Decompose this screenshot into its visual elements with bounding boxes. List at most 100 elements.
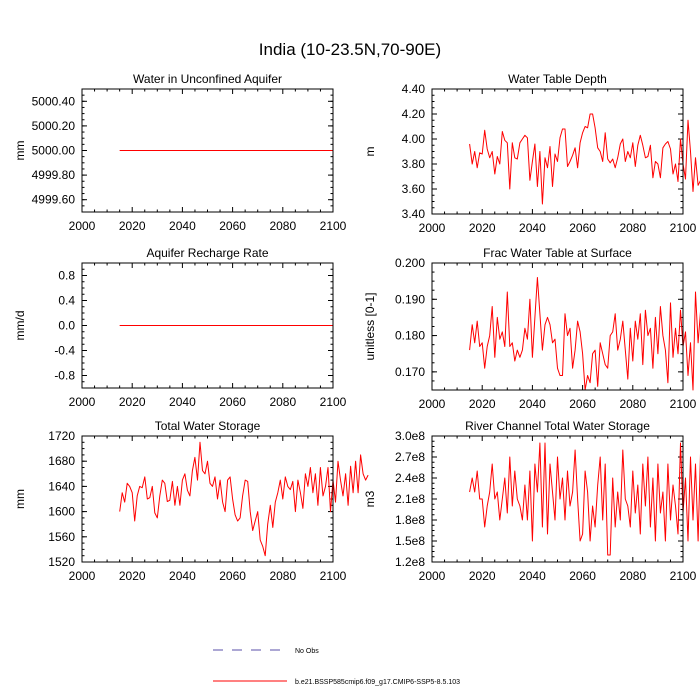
y-tick-label: 4.40	[402, 82, 426, 96]
x-tick-label: 2040	[169, 569, 196, 583]
y-axis-label: unitless [0-1]	[363, 292, 377, 360]
x-tick-label: 2060	[569, 397, 596, 411]
plot-frame	[81, 262, 334, 389]
x-tick-label: 2040	[519, 569, 546, 583]
y-axis-label: m	[363, 147, 377, 157]
x-tick-label: 2000	[69, 569, 96, 583]
x-tick-label: 2100	[320, 395, 347, 409]
y-tick-label: 4.20	[402, 107, 426, 121]
plot-frame	[81, 435, 334, 563]
x-tick-label: 2000	[69, 219, 96, 233]
x-tick-label: 2060	[569, 221, 596, 235]
y-tick-label: 0.180	[395, 329, 425, 343]
panel-title: Aquifer Recharge Rate	[146, 246, 268, 260]
y-tick-label: 4999.60	[32, 193, 76, 207]
panel-title: Total Water Storage	[155, 419, 261, 433]
legend-obs-label: No Obs	[295, 648, 319, 655]
y-axis-label: mm/d	[13, 311, 27, 341]
panel-frac-water-table-at-surface: Frac Water Table at Surface 2000 2020 2040 2…	[363, 246, 700, 411]
x-tick-label: 2080	[619, 397, 646, 411]
x-tick-label: 2020	[469, 569, 496, 583]
x-tick-label: 2100	[320, 569, 347, 583]
y-tick-label: 1.5e8	[395, 534, 425, 548]
panel-river-channel-total-water-storage: River Channel Total Water Storage 2000 202…	[363, 419, 700, 583]
x-tick-label: 2000	[419, 397, 446, 411]
x-tick-label: 2000	[419, 569, 446, 583]
y-tick-label: 2.1e8	[395, 492, 425, 506]
y-tick-label: 1.2e8	[395, 555, 425, 569]
y-tick-label: 1520	[48, 555, 75, 569]
panel-title: Frac Water Table at Surface	[483, 246, 632, 260]
plot-frame	[431, 88, 684, 215]
y-tick-label: 4.00	[402, 132, 426, 146]
plot-frame	[431, 262, 684, 391]
x-tick-label: 2000	[69, 395, 96, 409]
x-tick-label: 2040	[519, 221, 546, 235]
plot-frame	[81, 88, 334, 213]
x-tick-label: 2000	[419, 221, 446, 235]
x-tick-label: 2080	[269, 569, 296, 583]
x-tick-label: 2040	[169, 219, 196, 233]
series-line	[469, 277, 700, 391]
y-tick-label: 5000.00	[32, 144, 76, 158]
series-line	[469, 113, 700, 205]
x-tick-label: 2020	[469, 397, 496, 411]
series-line	[469, 442, 700, 556]
plot-frame	[431, 435, 684, 563]
x-tick-label: 2040	[169, 395, 196, 409]
panel-total-water-storage: Total Water Storage 2000 2020 2040 2060 2080 2…	[13, 419, 369, 583]
x-tick-label: 2040	[519, 397, 546, 411]
y-tick-label: 3.0e8	[395, 429, 425, 443]
y-tick-label: 1720	[48, 429, 75, 443]
x-tick-label: 2080	[619, 569, 646, 583]
y-tick-label: 0.200	[395, 256, 425, 270]
x-tick-label: 2020	[119, 395, 146, 409]
y-tick-label: 0.170	[395, 365, 425, 379]
y-tick-label: 5000.40	[32, 94, 76, 108]
figure-title: India (10-23.5N,70-90E)	[259, 40, 441, 59]
y-tick-label: 1560	[48, 530, 75, 544]
y-tick-label: 4999.80	[32, 168, 76, 182]
x-tick-label: 2020	[469, 221, 496, 235]
legend: No Obs b.e21.BSSP585cmip6.f09_g17.CMIP6-…	[213, 648, 460, 686]
x-tick-label: 2060	[219, 219, 246, 233]
x-tick-label: 2080	[269, 219, 296, 233]
panel-title: River Channel Total Water Storage	[465, 419, 650, 433]
x-tick-label: 2100	[670, 569, 697, 583]
panels: Water in Unconfined Aquifer 2000 2020 2040 2…	[13, 72, 700, 583]
legend-model-label: b.e21.BSSP585cmip6.f09_g17.CMIP6-SSP5-8.…	[295, 679, 460, 686]
x-tick-label: 2100	[670, 221, 697, 235]
x-tick-label: 2060	[219, 395, 246, 409]
x-tick-label: 2060	[569, 569, 596, 583]
y-tick-label: 3.60	[402, 182, 426, 196]
y-tick-label: 3.80	[402, 157, 426, 171]
x-tick-label: 2080	[619, 221, 646, 235]
x-tick-label: 2080	[269, 395, 296, 409]
panel-aquifer-recharge-rate: Aquifer Recharge Rate 2000 2020 2040 2060 208…	[13, 246, 347, 409]
series-line	[119, 441, 369, 557]
y-tick-label: 1600	[48, 505, 75, 519]
panel-water-in-unconfined-aquifer: Water in Unconfined Aquifer 2000 2020 2040 2…	[13, 72, 347, 233]
y-tick-label: 1680	[48, 454, 75, 468]
y-tick-label: 2.7e8	[395, 450, 425, 464]
y-tick-label: -0.8	[54, 369, 75, 383]
y-tick-label: 0.190	[395, 292, 425, 306]
x-tick-label: 2020	[119, 219, 146, 233]
x-tick-label: 2020	[119, 569, 146, 583]
x-tick-label: 2060	[219, 569, 246, 583]
y-tick-label: 3.40	[402, 207, 426, 221]
x-tick-label: 2100	[670, 397, 697, 411]
y-tick-label: 5000.20	[32, 119, 76, 133]
y-tick-label: 0.0	[58, 319, 75, 333]
y-axis-label: mm	[13, 489, 27, 509]
y-tick-label: 0.8	[58, 269, 75, 283]
panel-water-table-depth: Water Table Depth 2000 2020 2040 2060 2080 210…	[363, 72, 700, 235]
x-tick-label: 2100	[320, 219, 347, 233]
y-tick-label: 2.4e8	[395, 471, 425, 485]
y-tick-label: -0.4	[54, 344, 75, 358]
y-tick-label: 1.8e8	[395, 513, 425, 527]
y-axis-label: m3	[363, 490, 377, 507]
y-tick-label: 1640	[48, 479, 75, 493]
y-axis-label: mm	[13, 141, 27, 161]
